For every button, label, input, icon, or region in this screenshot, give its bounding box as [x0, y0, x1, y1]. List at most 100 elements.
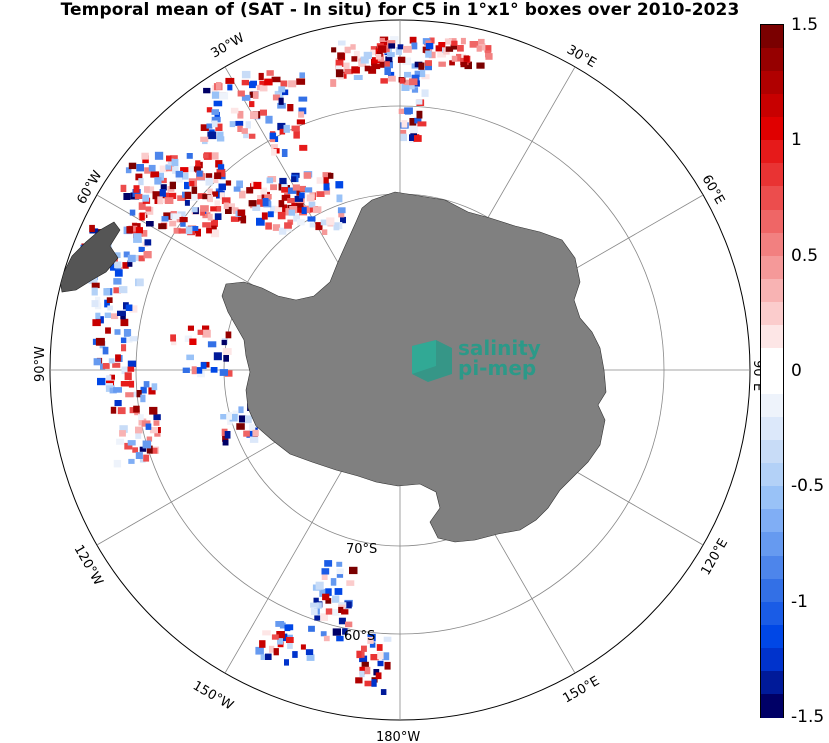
data-cell: [180, 167, 189, 173]
label-90w: 90°W: [33, 346, 48, 382]
data-cell: [271, 634, 279, 640]
data-cell: [332, 628, 341, 636]
data-cell: [113, 278, 122, 285]
data-cell: [271, 144, 278, 152]
data-cell: [241, 128, 248, 134]
data-cell: [409, 78, 418, 86]
data-cell: [159, 189, 166, 197]
data-cell: [100, 363, 106, 370]
colorbar-step: [761, 48, 783, 72]
data-cell: [285, 208, 291, 216]
data-cell: [134, 255, 140, 261]
data-cell: [336, 194, 343, 203]
data-cell: [363, 51, 372, 59]
data-cell: [138, 246, 145, 252]
data-cell: [296, 119, 305, 125]
pi-mep-logo: salinity pi-mep: [408, 336, 543, 386]
label-70s: 70°S: [346, 542, 377, 557]
data-cell: [214, 213, 222, 220]
data-cell: [373, 669, 380, 676]
data-cell: [241, 94, 251, 101]
colorbar-step: [761, 163, 783, 188]
data-cell: [414, 117, 422, 124]
data-cell: [411, 74, 420, 82]
data-cell: [444, 38, 452, 45]
data-cell: [141, 152, 149, 160]
colorbar-step: [761, 647, 783, 672]
data-cell: [110, 264, 117, 271]
colorbar-step: [761, 693, 783, 718]
colorbar-step: [761, 232, 783, 257]
data-cell: [211, 152, 219, 160]
data-cell: [151, 383, 158, 391]
data-cell: [203, 153, 209, 159]
data-cell: [262, 630, 271, 636]
data-cell: [294, 195, 304, 202]
data-cell: [420, 69, 426, 78]
data-cell: [167, 192, 177, 199]
data-cell: [113, 287, 121, 294]
colorbar-step: [761, 71, 783, 95]
data-cell: [114, 261, 122, 269]
data-cell: [170, 334, 176, 342]
data-cell: [335, 59, 344, 67]
data-cell: [464, 61, 472, 70]
data-cell: [259, 109, 267, 116]
data-cell: [255, 646, 264, 655]
data-cell: [288, 80, 297, 88]
meridian-line: [224, 446, 357, 674]
data-cell: [143, 454, 150, 462]
data-cell: [280, 80, 288, 87]
data-cell: [133, 405, 140, 413]
data-cell: [257, 195, 266, 201]
data-cell: [184, 199, 190, 206]
colorbar-step: [761, 578, 783, 603]
data-cell: [106, 375, 112, 382]
data-cell: [171, 337, 177, 346]
data-cell: [154, 151, 164, 160]
data-cell: [272, 224, 281, 231]
data-cell: [93, 358, 102, 366]
data-cell: [160, 184, 167, 191]
data-cell: [184, 335, 192, 342]
colorbar-tick-label: 1: [791, 130, 802, 151]
data-cell: [113, 387, 122, 393]
data-cell: [88, 276, 98, 284]
data-cell: [127, 360, 137, 367]
data-cell: [277, 638, 283, 645]
data-cell: [243, 133, 249, 139]
data-cell: [309, 222, 315, 228]
data-cell: [177, 211, 186, 219]
logo-line-1: salinity: [458, 336, 541, 360]
data-cell: [218, 183, 226, 191]
data-cell: [252, 204, 261, 211]
data-cell: [121, 366, 129, 375]
data-cell: [323, 182, 330, 191]
data-cell: [140, 386, 147, 394]
data-cell: [175, 170, 183, 178]
data-cell: [259, 80, 266, 89]
data-cell: [258, 72, 264, 81]
label-90e: 90°E: [750, 360, 760, 391]
data-cell: [401, 120, 408, 128]
data-cell: [287, 642, 293, 649]
data-cell: [232, 207, 239, 214]
data-cell: [140, 230, 148, 237]
data-cell: [236, 423, 245, 430]
data-cell: [195, 228, 201, 237]
data-cell: [248, 133, 256, 139]
data-cell: [138, 202, 146, 210]
data-cell: [336, 568, 344, 575]
colorbar-step: [761, 25, 783, 49]
data-cell: [315, 581, 324, 590]
data-cell: [119, 425, 128, 433]
data-cell: [225, 206, 232, 214]
colorbar-step: [761, 371, 783, 395]
data-cell: [105, 327, 111, 334]
data-cell: [256, 84, 263, 91]
data-cell: [144, 186, 150, 193]
data-cell: [377, 660, 384, 667]
data-cell: [328, 172, 334, 179]
data-cell: [108, 358, 115, 364]
data-cell: [276, 631, 285, 639]
